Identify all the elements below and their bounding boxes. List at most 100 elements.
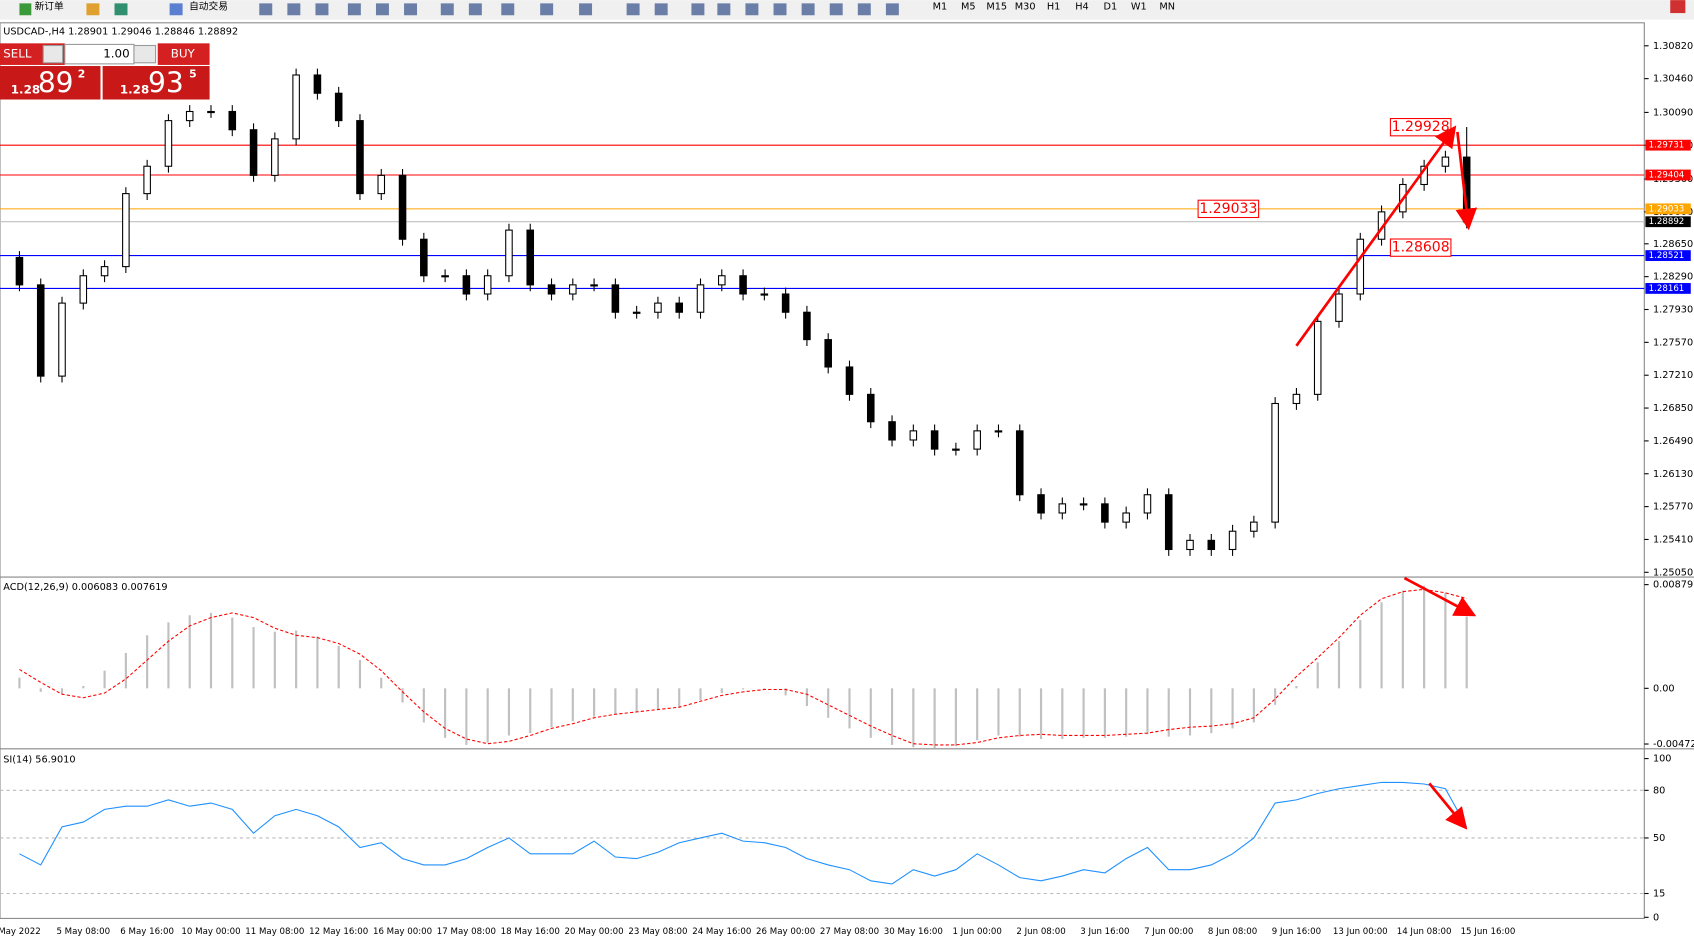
icon[interactable] (19, 3, 32, 16)
x-tick-label: 15 Jun 16:00 (1461, 927, 1516, 937)
alert-icon[interactable] (1670, 0, 1686, 14)
icon[interactable] (745, 3, 759, 16)
level-label: 1.28521 (1649, 251, 1685, 261)
candle-body (1356, 238, 1365, 295)
x-tick-label: 27 May 08:00 (820, 927, 879, 937)
icon[interactable] (287, 3, 301, 16)
candle-body (632, 311, 641, 314)
timeframes: M1 M5 M15 M30 H1 H4 D1 W1 MN (933, 2, 1175, 13)
candle-body (526, 229, 535, 286)
candle-body (398, 174, 407, 240)
icon[interactable] (691, 3, 705, 16)
candle-body (1015, 430, 1024, 496)
candle-body (207, 110, 215, 114)
x-tick-label: 9 Jun 16:00 (1272, 927, 1321, 937)
volume-down[interactable] (42, 44, 64, 64)
timeframe[interactable]: H4 (1075, 2, 1089, 13)
candle-body (866, 393, 875, 423)
candle-body (739, 275, 747, 295)
trend-arrow (1428, 782, 1468, 830)
candle-body (718, 275, 726, 286)
icon[interactable] (259, 3, 273, 16)
candle-body (377, 174, 386, 195)
icon[interactable] (347, 3, 361, 16)
icon[interactable] (440, 3, 454, 16)
icon[interactable] (468, 3, 482, 16)
timeframe[interactable]: M30 (1015, 2, 1036, 13)
candle-body (973, 430, 981, 450)
icon[interactable] (717, 3, 731, 16)
candle-body (1037, 494, 1045, 514)
timeframe[interactable]: H1 (1047, 2, 1061, 13)
icon[interactable] (801, 3, 815, 16)
buy-button[interactable] (157, 43, 210, 65)
icon[interactable] (404, 3, 418, 16)
x-tick-label: May 2022 (0, 927, 41, 937)
icon[interactable] (626, 3, 640, 16)
timeframe[interactable]: W1 (1131, 2, 1147, 13)
level-tag (1645, 169, 1691, 181)
candle-body (1313, 320, 1322, 395)
buy-label[interactable]: BUY (171, 47, 196, 61)
timeframe[interactable]: MN (1159, 2, 1175, 13)
timeframe[interactable]: D1 (1104, 2, 1118, 13)
timeframe[interactable]: M5 (961, 2, 976, 13)
volume-up[interactable] (133, 44, 157, 64)
candle-body (420, 238, 428, 277)
candle-body (994, 430, 1003, 433)
icon[interactable] (501, 3, 515, 16)
y-tick-label: 15 (1653, 889, 1665, 900)
volume[interactable]: 1.00 (103, 47, 129, 61)
toolbar (0, 0, 1694, 20)
icon[interactable] (579, 3, 593, 16)
sell-label[interactable]: SELL (3, 47, 32, 61)
bid-big: 89 (38, 66, 74, 99)
candle-body (1186, 539, 1194, 551)
level-tag (1645, 216, 1691, 228)
bid-prefix: 1.28 (11, 82, 40, 96)
auto-trading[interactable]: 自动交易 (189, 0, 228, 13)
level-tag (1645, 250, 1691, 261)
icon[interactable] (829, 3, 843, 16)
candle-body (292, 74, 300, 140)
ask-box[interactable] (102, 66, 210, 100)
candle-body (100, 266, 109, 277)
candle-body (803, 311, 811, 341)
rsi-title: SI(14) 56.9010 (3, 755, 75, 766)
candle-body (590, 284, 598, 287)
candle-body (1228, 530, 1237, 551)
icon[interactable] (315, 3, 329, 16)
candle-body (824, 339, 832, 368)
candle-body (505, 229, 513, 277)
bid-box[interactable] (0, 66, 101, 100)
y-tick-label: 100 (1653, 754, 1672, 765)
y-tick-label: 1.25050 (1653, 567, 1693, 578)
candle-body (79, 275, 88, 304)
icon[interactable] (169, 3, 183, 16)
new-order[interactable]: 新订单 (35, 0, 64, 13)
ask-small: 5 (189, 68, 197, 81)
icon[interactable] (86, 3, 100, 16)
candle-body (1101, 503, 1109, 523)
chart-frame (0, 22, 1645, 919)
icon[interactable] (540, 3, 554, 16)
trend-arrow (1403, 576, 1477, 617)
x-tick-label: 20 May 00:00 (565, 927, 624, 937)
candle-body (15, 256, 24, 286)
x-tick-label: 1 Jun 00:00 (953, 927, 1002, 937)
y-tick-label: 1.30460 (1653, 74, 1693, 85)
icon[interactable] (885, 3, 899, 16)
annotations (1295, 125, 1478, 830)
icon[interactable] (773, 3, 787, 16)
candle-body (1335, 293, 1343, 322)
icon[interactable] (654, 3, 668, 16)
y-tick-label: 1.25770 (1653, 502, 1693, 513)
candle-body (334, 92, 343, 122)
icon[interactable] (114, 3, 128, 16)
timeframe[interactable]: M1 (933, 2, 948, 13)
timeframe[interactable]: M15 (986, 2, 1007, 13)
icon[interactable] (375, 3, 389, 16)
icon[interactable] (857, 3, 871, 16)
x-tick-label: 14 Jun 08:00 (1397, 927, 1452, 937)
candle-body (569, 284, 577, 295)
